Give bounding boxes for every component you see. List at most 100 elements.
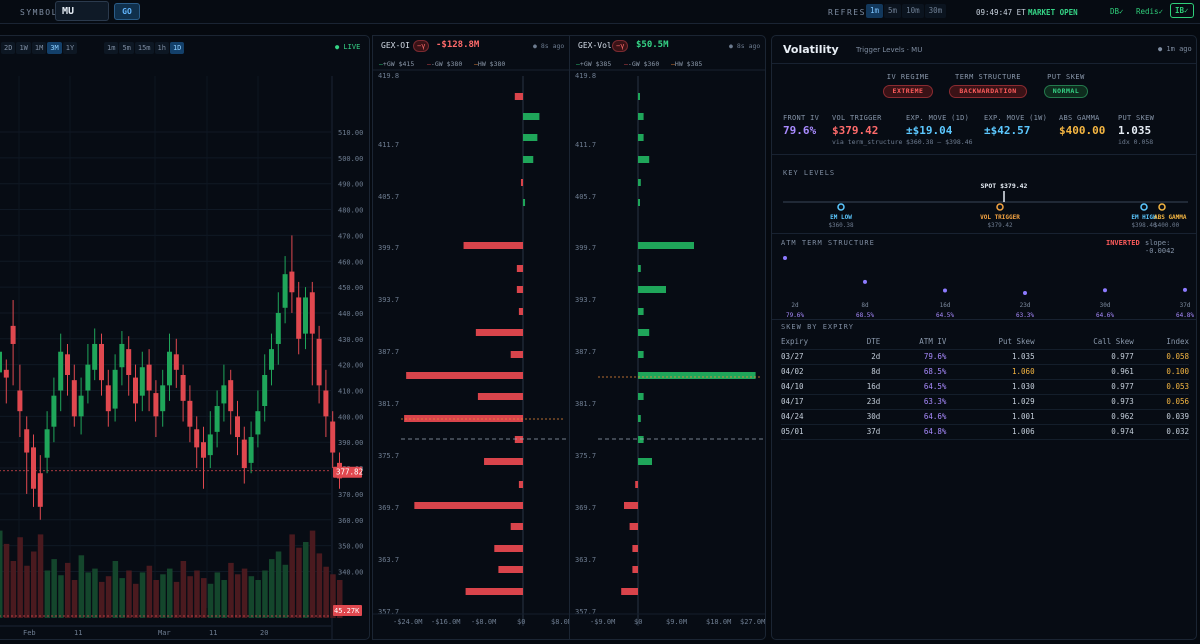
skew-row[interactable]: 04/17 23d 63.3% 1.029 0.973 0.056: [781, 394, 1189, 410]
term-iv-label: 64.5%: [936, 312, 954, 319]
candle-body: [255, 411, 261, 435]
interval-1h[interactable]: 1h: [154, 42, 169, 54]
volume-bar: [0, 530, 3, 618]
term-structure-state: INVERTED: [1106, 239, 1140, 247]
range-2d[interactable]: 2D: [1, 42, 16, 54]
key-level-name: EM HIGH: [1131, 214, 1157, 221]
volume-bar: [207, 583, 214, 618]
volume-bar: [17, 537, 23, 618]
skew-atm-iv-cell: 63.3%: [880, 394, 947, 410]
candle-body: [275, 312, 281, 344]
term-point: [1183, 287, 1187, 292]
term-iv-label: 79.6%: [786, 312, 804, 319]
put-skew-label: PUT SKEW: [1118, 114, 1155, 122]
range-1y[interactable]: 1Y: [62, 42, 78, 54]
candle-body: [228, 380, 234, 412]
candle-body: [241, 439, 247, 469]
candle-body: [105, 385, 111, 412]
volume-bar: [99, 581, 105, 618]
key-level-price: $379.42: [987, 222, 1013, 229]
key-level-name: EM LOW: [830, 214, 852, 221]
price-tick-label: 430.00: [338, 336, 363, 344]
symbol-input[interactable]: MU: [55, 1, 109, 21]
skew-dte-cell: 16d: [847, 379, 881, 395]
key-levels-chart[interactable]: SPOT $379.42 EM LOW$360.38 VOL TRIGGER$379…: [772, 178, 1197, 233]
gex-vol-bar-chart[interactable]: 419.8 411.7 405.7 399.7 393.7 387.7 381.7 375.7…: [570, 36, 766, 640]
volume-bar: [309, 530, 316, 618]
price-tick-label: 360.00: [338, 517, 363, 525]
candle-body: [139, 367, 145, 396]
refresh-option-1m[interactable]: 1m: [866, 4, 884, 18]
volume-bar: [105, 576, 112, 618]
col-atm-iv[interactable]: ATM IV: [880, 334, 947, 350]
col-index[interactable]: Index: [1133, 334, 1189, 350]
exp-move-1d-value: ±$19.04: [906, 124, 953, 137]
vol-gex-bar: [629, 523, 638, 530]
last-price-value: 377.82: [336, 468, 363, 477]
col-put-skew[interactable]: Put Skew: [946, 334, 1035, 350]
oi-gex-bar: [404, 415, 523, 422]
oi-x-tick-label: -$8.0M: [471, 618, 496, 626]
refresh-option-30m[interactable]: 30m: [924, 4, 947, 18]
market-status: MARKET OPEN: [1028, 8, 1078, 17]
candle-body: [92, 343, 98, 370]
oi-gex-bar: [475, 329, 523, 336]
skew-row[interactable]: 04/02 8d 68.5% 1.060 0.961 0.100: [781, 364, 1189, 380]
gex-oi-bar-chart[interactable]: 419.8 411.7 405.7 399.7 393.7 387.7 381.7 375.7…: [373, 36, 570, 640]
volume-bar: [58, 575, 64, 618]
ib-status-badge[interactable]: IB✓: [1170, 3, 1194, 18]
interval-1d[interactable]: 1D: [169, 42, 185, 54]
price-candlestick-chart[interactable]: 510.00 500.00 490.00 480.00 470.00 460.00 450.…: [0, 36, 370, 640]
abs-gamma-value: $400.00: [1059, 124, 1106, 137]
range-1w[interactable]: 1W: [16, 42, 31, 54]
skew-row[interactable]: 04/24 30d 64.6% 1.001 0.962 0.039: [781, 409, 1189, 425]
col-call-skew[interactable]: Call Skew: [1034, 334, 1134, 350]
skew-row[interactable]: 05/01 37d 64.8% 1.006 0.974 0.032: [781, 424, 1189, 440]
atm-term-structure-chart[interactable]: 2d 79.6% 8d 68.5% 16d 64.5% 23d 63.3% 30d 64.6% 37…: [772, 248, 1197, 321]
term-dte-label: 23d: [1020, 302, 1031, 309]
skew-row[interactable]: 03/27 2d 79.6% 1.035 0.977 0.058: [781, 349, 1189, 365]
volume-bar: [262, 570, 268, 618]
vol-trigger-label: VOL TRIGGER: [832, 114, 882, 122]
candle-body: [44, 429, 50, 458]
key-level-dot: [1158, 203, 1166, 211]
col-expiry[interactable]: Expiry: [781, 334, 848, 350]
skew-row[interactable]: 04/10 16d 64.5% 1.030 0.977 0.053: [781, 379, 1189, 395]
col-dte[interactable]: DTE: [847, 334, 881, 350]
range-3m[interactable]: 3M: [47, 42, 62, 54]
price-tick-label: 470.00: [338, 232, 363, 240]
price-tick-label: 390.00: [338, 439, 363, 447]
price-tick-label: 460.00: [338, 258, 363, 266]
put-skew-regime-label: PUT SKEW: [1047, 73, 1085, 81]
oi-x-tick-label: $0: [517, 618, 525, 626]
oi-gex-bar: [510, 523, 523, 530]
vol-x-tick-label: -$9.0M: [590, 618, 615, 626]
skew-put-cell: 1.035: [946, 349, 1035, 365]
candle-body: [282, 274, 288, 308]
range-1m[interactable]: 1M: [31, 42, 47, 54]
vol-strike-label: 411.7: [575, 141, 596, 149]
volatility-subtitle: Trigger Levels · MU: [856, 46, 923, 54]
symbol-label: SYMBOL: [20, 8, 58, 17]
interval-15m[interactable]: 15m: [134, 42, 154, 54]
candle-body: [10, 325, 16, 344]
vol-gex-bar: [632, 566, 638, 573]
refresh-option-5m[interactable]: 5m: [884, 4, 902, 18]
interval-1m[interactable]: 1m: [104, 42, 119, 54]
skew-atm-iv-cell: 68.5%: [880, 364, 947, 380]
volume-bar: [228, 562, 234, 618]
vol-gex-bar: [621, 588, 638, 595]
candle-body: [316, 338, 322, 386]
gex-vol-panel: GEX-Vol −γ $50.5M ● 8s ago —+GW $385 —-G…: [569, 35, 766, 640]
vol-trigger-value: $379.42: [832, 124, 879, 137]
go-button[interactable]: GO: [114, 3, 140, 20]
term-iv-label: 64.6%: [1096, 312, 1114, 319]
volume-bar: [337, 580, 343, 618]
refresh-option-10m[interactable]: 10m: [902, 4, 924, 18]
candle-body: [187, 400, 193, 427]
oi-x-tick-label: -$24.0M: [393, 618, 423, 626]
put-skew-pill: NORMAL: [1044, 85, 1088, 98]
interval-5m[interactable]: 5m: [119, 42, 134, 54]
term-structure-section-label: ATM TERM STRUCTURE: [781, 239, 875, 247]
volume-bar: [173, 581, 180, 618]
